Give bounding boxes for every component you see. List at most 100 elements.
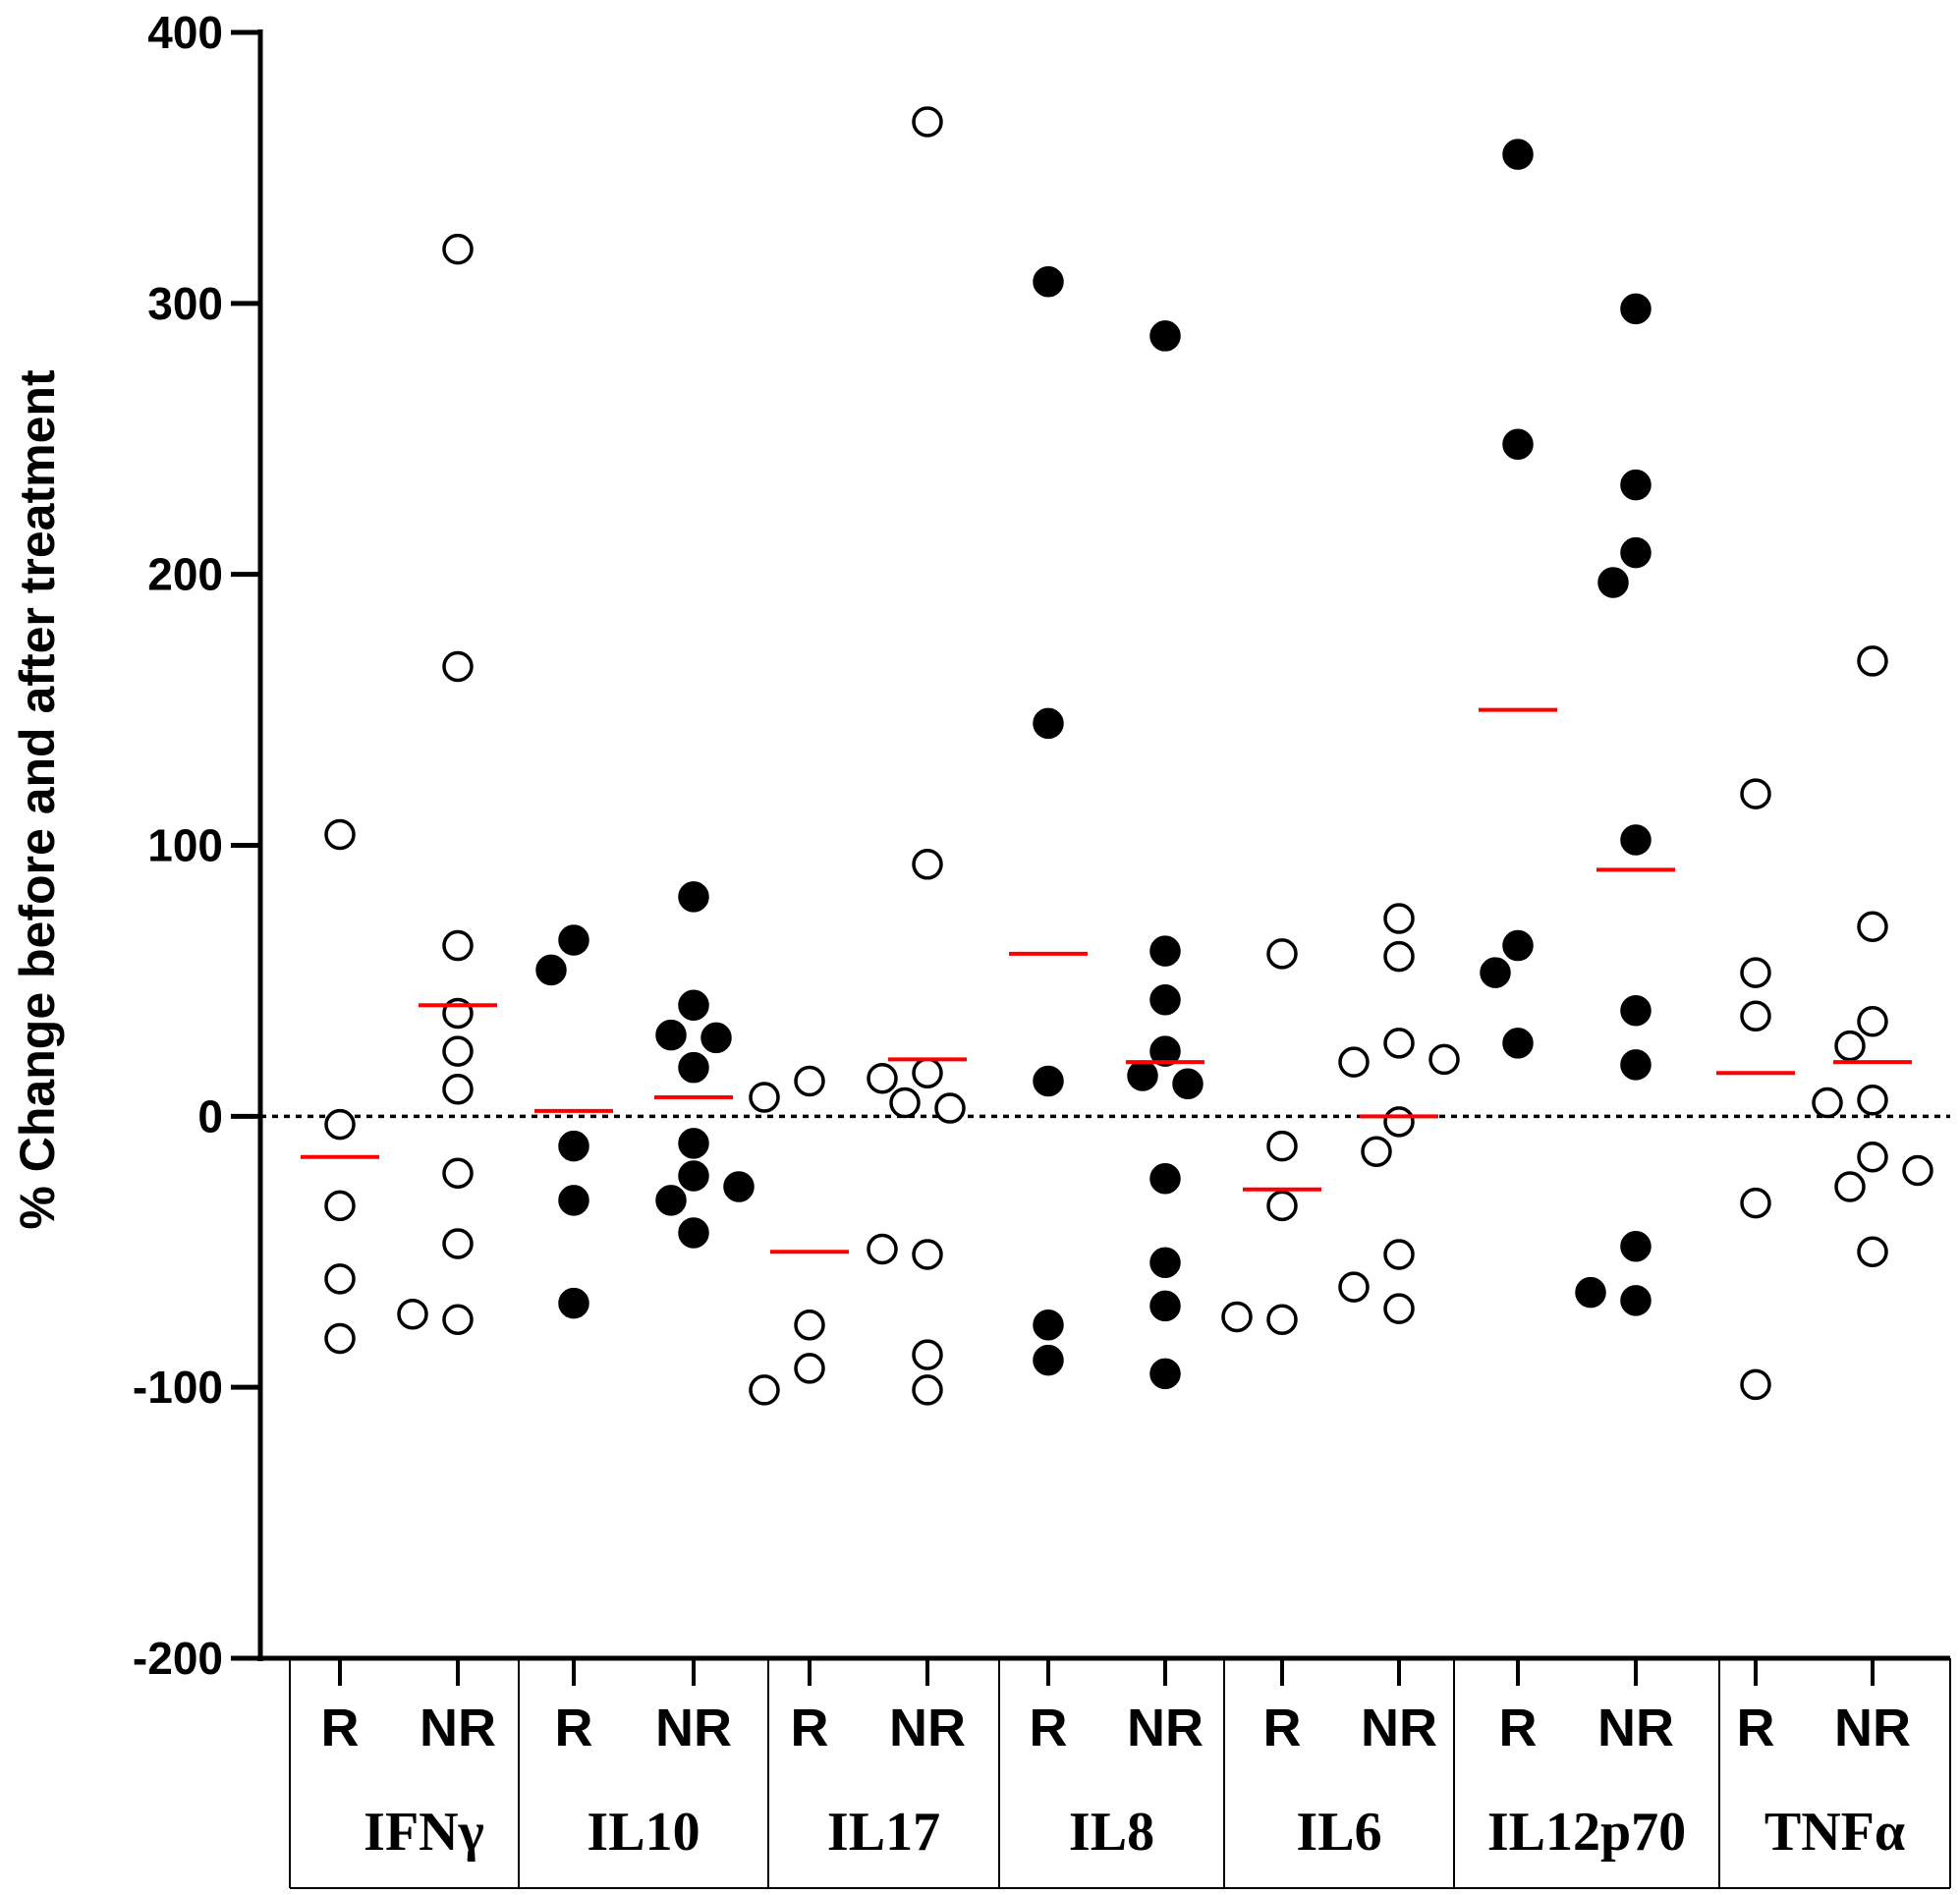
filled-circle-point <box>1149 1247 1181 1279</box>
filled-circle-point <box>1149 1035 1181 1067</box>
group-label-r: R <box>1737 1699 1775 1757</box>
y-axis-label: % Change before and after treatment <box>10 369 65 1230</box>
cytokine-label: IL17 <box>827 1802 940 1863</box>
open-circle-point <box>442 1074 474 1105</box>
filled-circle-point <box>1620 536 1652 569</box>
open-circle-point <box>1383 903 1415 934</box>
open-circle-point <box>1812 1087 1843 1119</box>
open-circle-point <box>1740 1368 1771 1401</box>
filled-circle-point <box>558 1287 589 1319</box>
open-circle-point <box>442 1157 474 1190</box>
open-circle-point <box>1383 1028 1415 1059</box>
open-circle-point <box>912 1374 943 1406</box>
filled-circle-point <box>655 1185 687 1216</box>
filled-circle-point <box>558 1185 589 1216</box>
open-circle-point <box>1428 1043 1460 1076</box>
y-tick-label: 0 <box>197 1090 223 1142</box>
filled-circle-point <box>1620 824 1652 856</box>
filled-circle-point <box>678 1160 709 1192</box>
open-circle-point <box>1383 1106 1415 1138</box>
cytokine-label: IL10 <box>587 1802 700 1863</box>
open-circle-point <box>442 650 474 683</box>
filled-circle-point <box>1149 983 1181 1016</box>
open-circle-point <box>442 1304 474 1335</box>
filled-circle-point <box>678 1051 709 1084</box>
filled-circle-point <box>678 1128 709 1159</box>
filled-circle-point <box>1127 1060 1158 1091</box>
open-circle-point <box>867 1062 898 1094</box>
open-circle-point <box>1266 938 1298 970</box>
open-circle-point <box>442 1228 474 1259</box>
filled-circle-point <box>1149 935 1181 967</box>
filled-circle-point <box>1172 1068 1204 1099</box>
open-circle-point <box>912 849 943 880</box>
group-label-nr: NR <box>1834 1699 1911 1757</box>
group-label-nr: NR <box>889 1699 966 1757</box>
open-circle-point <box>1361 1136 1392 1167</box>
open-circle-point <box>1857 911 1888 942</box>
open-circle-point <box>324 1263 356 1295</box>
open-circle-point <box>1266 1304 1298 1335</box>
median-lines <box>301 707 1912 1254</box>
open-circle-point <box>1857 645 1888 677</box>
filled-circle-point <box>1597 567 1629 598</box>
group-label-r: R <box>1499 1699 1538 1757</box>
filled-circle-point <box>1033 1344 1064 1376</box>
filled-circle-point <box>1620 469 1652 501</box>
group-label-r: R <box>1263 1699 1302 1757</box>
open-circle-point <box>1834 1030 1866 1062</box>
filled-circle-point <box>1033 266 1064 298</box>
open-circle-point <box>912 1339 943 1370</box>
cytokine-label: IL8 <box>1069 1802 1154 1863</box>
filled-circle-point <box>558 1130 589 1162</box>
y-tick-label: -200 <box>133 1633 223 1684</box>
filled-circle-point <box>1620 1049 1652 1081</box>
open-circle-point <box>1857 1085 1888 1116</box>
group-label-nr: NR <box>1127 1699 1204 1757</box>
open-circle-point <box>442 929 474 962</box>
filled-circle-point <box>1149 1290 1181 1322</box>
filled-circle-point <box>1033 1309 1064 1341</box>
filled-circle-point <box>678 881 709 913</box>
open-circle-point <box>1383 1293 1415 1324</box>
filled-circle-point <box>1502 1028 1534 1059</box>
filled-circle-point <box>1502 428 1534 461</box>
y-tick-label: 400 <box>147 7 223 58</box>
filled-circle-point <box>1620 293 1652 325</box>
open-circle-point <box>324 1108 356 1141</box>
filled-circle-point <box>678 989 709 1021</box>
open-circle-point <box>1834 1171 1866 1202</box>
filled-circle-point <box>1033 1065 1064 1097</box>
filled-circle-point <box>1575 1276 1606 1309</box>
group-label-r: R <box>321 1699 360 1757</box>
data-points <box>324 106 1933 1406</box>
y-axis: 400 300 200 100 0 -100 -200 <box>133 7 1950 1684</box>
filled-circle-point <box>1502 139 1534 170</box>
filled-circle-point <box>535 954 567 986</box>
y-tick-label: 100 <box>147 820 223 871</box>
open-circle-point <box>1902 1154 1933 1187</box>
group-label-nr: NR <box>420 1699 496 1757</box>
open-circle-point <box>889 1087 921 1119</box>
open-circle-point <box>397 1298 428 1330</box>
open-circle-point <box>794 1065 825 1097</box>
filled-circle-point <box>1033 707 1064 740</box>
y-tick-label: 300 <box>147 278 223 329</box>
filled-circle-point <box>700 1022 732 1054</box>
open-circle-point <box>749 1082 780 1113</box>
group-label-nr: NR <box>1597 1699 1674 1757</box>
filled-circle-point <box>678 1217 709 1249</box>
group-label-r: R <box>1030 1699 1068 1757</box>
open-circle-point <box>912 1239 943 1270</box>
open-circle-point <box>324 818 356 851</box>
filled-circle-point <box>655 1019 687 1051</box>
open-circle-point <box>324 1190 356 1222</box>
filled-circle-point <box>1149 1358 1181 1390</box>
open-circle-point <box>749 1374 780 1406</box>
y-tick-label: -100 <box>133 1362 223 1413</box>
open-circle-point <box>442 233 474 265</box>
filled-circle-point <box>1620 1230 1652 1262</box>
open-circle-point <box>1857 1141 1888 1173</box>
